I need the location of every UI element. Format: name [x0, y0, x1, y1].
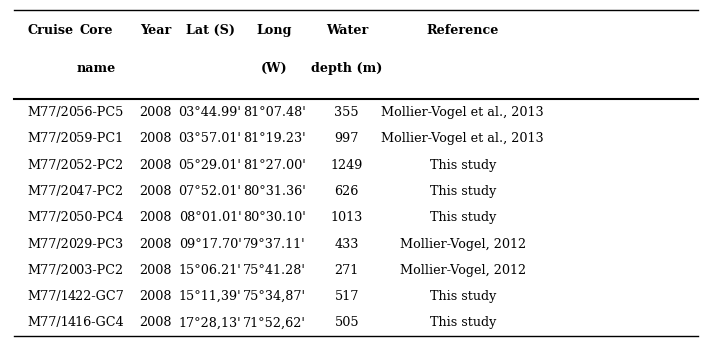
- Text: 050-PC4: 050-PC4: [68, 211, 124, 224]
- Text: 997: 997: [335, 132, 359, 145]
- Text: This study: This study: [429, 159, 496, 172]
- Text: 81°19.23': 81°19.23': [243, 132, 305, 145]
- Text: 81°07.48': 81°07.48': [243, 106, 305, 119]
- Text: 2008: 2008: [139, 238, 172, 251]
- Text: M77/1: M77/1: [27, 290, 68, 303]
- Text: This study: This study: [429, 317, 496, 330]
- Text: 433: 433: [335, 238, 359, 251]
- Text: 75°34,87': 75°34,87': [243, 290, 305, 303]
- Text: 1013: 1013: [330, 211, 363, 224]
- Text: 09°17.70': 09°17.70': [179, 238, 241, 251]
- Text: 1249: 1249: [330, 159, 363, 172]
- Text: 517: 517: [335, 290, 359, 303]
- Text: M77/2: M77/2: [27, 185, 69, 198]
- Text: (W): (W): [261, 62, 288, 75]
- Text: 71°52,62': 71°52,62': [243, 317, 305, 330]
- Text: This study: This study: [429, 290, 496, 303]
- Text: 003-PC2: 003-PC2: [68, 264, 124, 277]
- Text: 271: 271: [335, 264, 359, 277]
- Text: 2008: 2008: [139, 264, 172, 277]
- Text: 15°06.21': 15°06.21': [179, 264, 241, 277]
- Text: 056-PC5: 056-PC5: [68, 106, 124, 119]
- Text: 059-PC1: 059-PC1: [68, 132, 124, 145]
- Text: 2008: 2008: [139, 185, 172, 198]
- Text: 355: 355: [335, 106, 359, 119]
- Text: 2008: 2008: [139, 317, 172, 330]
- Text: M77/1: M77/1: [27, 317, 68, 330]
- Text: 505: 505: [335, 317, 359, 330]
- Text: This study: This study: [429, 185, 496, 198]
- Text: M77/2: M77/2: [27, 264, 69, 277]
- Text: 416-GC4: 416-GC4: [68, 317, 125, 330]
- Text: 03°44.99': 03°44.99': [179, 106, 241, 119]
- Text: 626: 626: [335, 185, 359, 198]
- Text: 80°31.36': 80°31.36': [243, 185, 305, 198]
- Text: Mollier-Vogel, 2012: Mollier-Vogel, 2012: [399, 238, 526, 251]
- Text: This study: This study: [429, 211, 496, 224]
- Text: name: name: [76, 62, 116, 75]
- Text: 15°11,39': 15°11,39': [179, 290, 241, 303]
- Text: M77/2: M77/2: [27, 106, 69, 119]
- Text: Water: Water: [325, 24, 368, 37]
- Text: 80°30.10': 80°30.10': [243, 211, 305, 224]
- Text: 2008: 2008: [139, 132, 172, 145]
- Text: 422-GC7: 422-GC7: [68, 290, 125, 303]
- Text: Core: Core: [79, 24, 113, 37]
- Text: 2008: 2008: [139, 106, 172, 119]
- Text: 05°29.01': 05°29.01': [179, 159, 241, 172]
- Text: 029-PC3: 029-PC3: [68, 238, 124, 251]
- Text: Year: Year: [140, 24, 171, 37]
- Text: 047-PC2: 047-PC2: [68, 185, 124, 198]
- Text: Reference: Reference: [426, 24, 499, 37]
- Text: M77/2: M77/2: [27, 211, 69, 224]
- Text: Long: Long: [256, 24, 292, 37]
- Text: 2008: 2008: [139, 290, 172, 303]
- Text: M77/2: M77/2: [27, 132, 69, 145]
- Text: 81°27.00': 81°27.00': [243, 159, 305, 172]
- Text: Mollier-Vogel et al., 2013: Mollier-Vogel et al., 2013: [382, 106, 544, 119]
- Text: Lat (S): Lat (S): [186, 24, 234, 37]
- Text: 08°01.01': 08°01.01': [179, 211, 241, 224]
- Text: 03°57.01': 03°57.01': [179, 132, 241, 145]
- Text: Mollier-Vogel, 2012: Mollier-Vogel, 2012: [399, 264, 526, 277]
- Text: M77/2: M77/2: [27, 159, 69, 172]
- Text: 17°28,13': 17°28,13': [179, 317, 241, 330]
- Text: 052-PC2: 052-PC2: [68, 159, 124, 172]
- Text: 79°37.11': 79°37.11': [243, 238, 305, 251]
- Text: 2008: 2008: [139, 159, 172, 172]
- Text: depth (m): depth (m): [311, 62, 382, 75]
- Text: M77/2: M77/2: [27, 238, 69, 251]
- Text: Mollier-Vogel et al., 2013: Mollier-Vogel et al., 2013: [382, 132, 544, 145]
- Text: 75°41.28': 75°41.28': [243, 264, 305, 277]
- Text: Cruise: Cruise: [27, 24, 73, 37]
- Text: 2008: 2008: [139, 211, 172, 224]
- Text: 07°52.01': 07°52.01': [179, 185, 241, 198]
